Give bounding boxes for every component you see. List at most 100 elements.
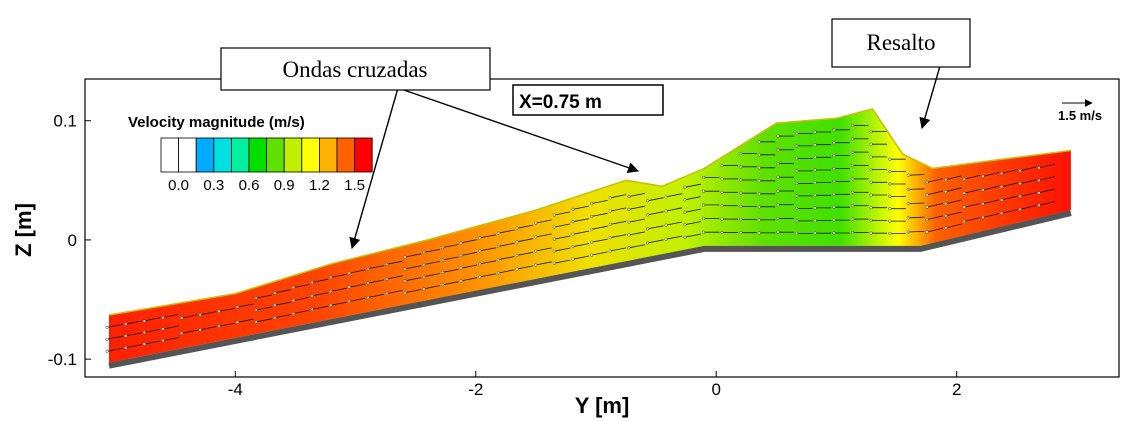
vector-origin	[403, 279, 407, 283]
channel-bed	[108, 210, 1072, 369]
section-label-frame	[512, 84, 664, 116]
velocity-vector	[1020, 205, 1037, 210]
vector-origin	[571, 245, 575, 249]
vector-origin	[645, 227, 650, 231]
vector-origin	[757, 205, 761, 209]
velocity-vector	[218, 307, 235, 312]
vector-origin	[124, 334, 128, 338]
vector-origin	[273, 316, 277, 320]
velocity-vector	[200, 326, 217, 331]
vector-origin	[198, 313, 202, 317]
velocity-vector	[647, 239, 664, 244]
vector-origin	[105, 349, 109, 353]
vector-origin	[739, 217, 743, 222]
vector-origin	[813, 193, 817, 197]
vector-origin	[1018, 182, 1022, 186]
velocity-vector	[610, 194, 627, 199]
velocity-vector	[628, 193, 645, 197]
vector-origin	[832, 205, 836, 209]
vector-origin	[888, 182, 892, 186]
resalto-arrow	[919, 65, 941, 130]
vector-origin	[888, 194, 892, 198]
section-label: X=0.75 m	[519, 92, 602, 113]
velocity-vector	[442, 256, 459, 261]
vector-origin	[1018, 169, 1022, 173]
vector-origin	[906, 187, 910, 191]
vector-origin	[701, 203, 705, 207]
velocity-vector	[349, 297, 366, 302]
vector-origin	[496, 271, 500, 275]
velocity-vector	[591, 251, 608, 256]
vector-origin	[813, 206, 817, 210]
vector-origin	[869, 142, 873, 146]
velocity-vector	[293, 284, 310, 288]
vector-origin	[813, 155, 817, 159]
velocity-vector	[293, 310, 310, 314]
vector-origin	[329, 289, 333, 293]
velocity-vector	[349, 283, 366, 288]
velocity-vector	[945, 223, 962, 229]
velocity-vector	[107, 347, 124, 352]
velocity-vector	[367, 279, 385, 284]
x-tick-label: -4	[228, 380, 243, 399]
vector-origin	[664, 209, 668, 213]
velocity-vector	[274, 301, 291, 306]
legend-swatch	[336, 137, 356, 173]
vector-origin	[310, 307, 314, 311]
velocity-vector	[572, 230, 590, 235]
velocity-vector	[479, 247, 496, 252]
vector-origin	[571, 220, 575, 224]
vector-origin	[366, 281, 370, 285]
velocity-vector	[628, 231, 645, 236]
vector-origin	[850, 150, 855, 154]
vector-origin	[850, 230, 855, 235]
vector-origin	[1000, 198, 1004, 202]
y-axis-ticks: 0.1 0 -0.1	[48, 112, 91, 369]
velocity-vector	[926, 178, 944, 183]
water-body	[109, 108, 1071, 363]
vector-origin	[478, 249, 482, 253]
velocity-vector	[982, 185, 1000, 191]
vector-origin	[273, 303, 277, 307]
velocity-vector	[423, 285, 440, 290]
velocity-vector	[274, 289, 291, 294]
vector-origin	[347, 271, 351, 275]
vector-origin	[869, 206, 873, 210]
vector-origin	[664, 223, 668, 227]
x-tick-label: 2	[952, 380, 961, 399]
resalto-box	[831, 18, 971, 68]
legend-swatch	[266, 137, 285, 173]
velocity-vector	[218, 322, 235, 327]
vector-origin	[757, 231, 761, 235]
velocity-vector	[964, 217, 981, 222]
ondas-arrow-right	[397, 87, 640, 173]
vector-origin	[627, 194, 631, 199]
vector-origin	[757, 218, 761, 222]
vector-origin	[440, 258, 445, 262]
vector-origin	[552, 261, 556, 265]
velocity-vector	[498, 269, 515, 274]
vector-origin	[813, 231, 817, 235]
vector-origin	[1037, 191, 1041, 195]
velocity-vector	[442, 268, 459, 273]
vector-origin	[962, 205, 966, 209]
vector-origin	[888, 219, 892, 223]
vector-origin	[906, 173, 910, 177]
legend-swatch	[213, 137, 232, 173]
velocity-vector	[554, 247, 571, 252]
vector-origin	[832, 231, 836, 235]
vector-origin	[440, 246, 445, 250]
velocity-vector	[367, 265, 385, 270]
vector-origin	[608, 222, 612, 226]
vector-origin	[645, 213, 650, 217]
vector-origin	[142, 319, 146, 323]
vector-origin	[515, 267, 519, 271]
vector-origin	[571, 207, 575, 211]
vector-origin	[496, 244, 500, 248]
velocity-vector	[442, 244, 459, 248]
vector-origin	[683, 210, 687, 214]
velocity-vector	[517, 265, 534, 270]
vector-origin	[627, 220, 631, 224]
vector-origin	[161, 339, 165, 343]
vector-origin	[180, 331, 184, 335]
